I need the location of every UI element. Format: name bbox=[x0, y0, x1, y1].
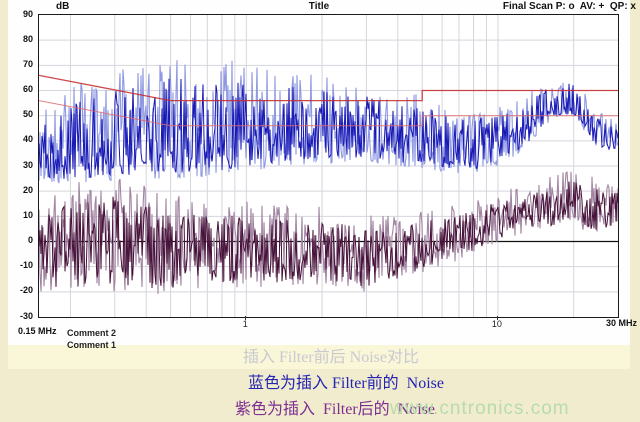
noise-after-filter-purple-trace-dark bbox=[38, 181, 619, 289]
y-axis-label: 10 bbox=[22, 209, 33, 220]
y-axis-label: -10 bbox=[19, 260, 33, 271]
y-axis-label: 60 bbox=[22, 84, 33, 94]
noise-before-filter-blue-trace-dark bbox=[38, 78, 619, 179]
final-scan-legend: Final Scan P: o AV: + QP: x bbox=[502, 1, 636, 12]
watermark-text: www.cntronics.com bbox=[390, 398, 570, 419]
y-axis-label: -20 bbox=[19, 285, 33, 296]
x-axis-label: 10 bbox=[491, 319, 502, 329]
y-axis-label: 0 bbox=[27, 235, 33, 245]
limit-upper-QP bbox=[38, 74, 618, 102]
comment-1: Comment 1 bbox=[67, 340, 117, 350]
y-axis-label: 80 bbox=[22, 33, 33, 44]
y-axis-label: 40 bbox=[22, 134, 33, 145]
noise-chart-svg bbox=[38, 15, 619, 317]
caption-band bbox=[8, 345, 630, 369]
x-axis-label: 0.15 MHz bbox=[18, 326, 57, 336]
caption-before-filter: 蓝色为插入 Filter前的 Noise bbox=[248, 375, 444, 392]
chart-title: Title bbox=[308, 1, 330, 12]
x-axis-tick bbox=[496, 316, 498, 320]
comment-2: Comment 2 bbox=[67, 328, 117, 338]
x-axis-label: 1 bbox=[242, 319, 248, 329]
y-axis-label: 90 bbox=[22, 8, 33, 19]
y-axis-unit-label: dB bbox=[56, 1, 70, 12]
x-axis-tick bbox=[245, 316, 247, 320]
y-axis-label: -30 bbox=[19, 310, 33, 321]
y-axis-label: 30 bbox=[22, 159, 33, 170]
y-axis-label: 20 bbox=[22, 184, 33, 195]
y-axis-label: 70 bbox=[22, 58, 33, 69]
plot-area bbox=[38, 14, 619, 318]
x-axis-label: 30 MHz bbox=[605, 318, 637, 328]
limit-lower-AV bbox=[38, 100, 618, 127]
caption-after-filter: 紫色为插入 Filter后的 Noise bbox=[235, 401, 435, 418]
y-axis-label: 50 bbox=[22, 109, 33, 120]
caption-compare: 插入 Filter前后 Noise对比 bbox=[243, 349, 419, 366]
